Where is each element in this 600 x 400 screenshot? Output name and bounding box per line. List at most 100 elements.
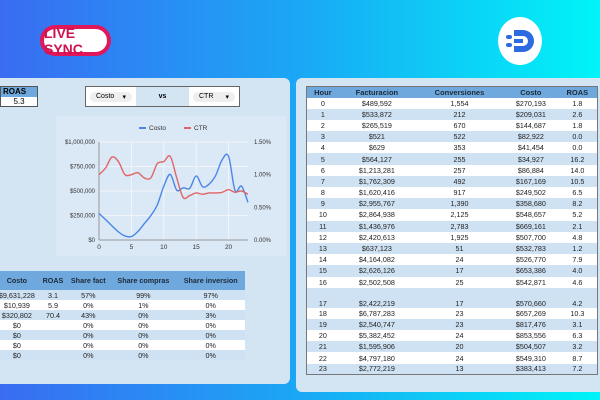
- table-cell[interactable]: 0%: [176, 350, 245, 360]
- table-cell[interactable]: 1.8: [557, 97, 598, 109]
- table-cell[interactable]: $2,626,126: [338, 265, 415, 277]
- table-cell[interactable]: 0%: [66, 350, 111, 360]
- table-cell[interactable]: 24: [415, 254, 504, 266]
- table-cell[interactable]: $669,161: [503, 220, 558, 232]
- table-cell[interactable]: 18: [306, 307, 339, 319]
- table-cell[interactable]: $629: [338, 142, 415, 154]
- table-cell[interactable]: [39, 330, 67, 340]
- table-cell[interactable]: 24: [415, 330, 504, 342]
- table-cell[interactable]: $657,269: [503, 307, 558, 319]
- table-cell[interactable]: 670: [415, 119, 504, 132]
- table-cell[interactable]: $2,772,219: [338, 363, 415, 375]
- table-cell[interactable]: 70.4: [39, 310, 67, 320]
- table-cell[interactable]: $5,382,452: [338, 330, 415, 342]
- table-cell[interactable]: 6.5: [557, 187, 598, 199]
- table-cell[interactable]: 14.0: [557, 164, 598, 176]
- table-cell[interactable]: 97%: [176, 290, 245, 300]
- table-cell[interactable]: 51: [415, 242, 504, 255]
- table-cell[interactable]: 0%: [110, 330, 177, 340]
- table-cell[interactable]: $2,955,767: [338, 198, 415, 210]
- table-cell[interactable]: 13: [306, 242, 339, 255]
- table-cell[interactable]: $4,164,082: [338, 254, 415, 266]
- table-cell[interactable]: $521: [338, 131, 415, 143]
- table-cell[interactable]: 0%: [110, 340, 177, 350]
- table-cell[interactable]: 25: [415, 276, 504, 288]
- table-cell[interactable]: $0: [0, 340, 40, 350]
- table-cell[interactable]: $489,592: [338, 97, 415, 109]
- table-cell[interactable]: 5.9: [39, 300, 67, 310]
- table-cell[interactable]: 0.0: [557, 131, 598, 143]
- table-cell[interactable]: 7: [306, 175, 339, 187]
- table-cell[interactable]: 19: [306, 318, 339, 331]
- table-cell[interactable]: 5: [306, 153, 339, 165]
- table-cell[interactable]: $1,620,416: [338, 187, 415, 199]
- table-cell[interactable]: 1.8: [557, 119, 598, 132]
- table-cell[interactable]: 3.1: [39, 290, 67, 300]
- table-cell[interactable]: 5.2: [557, 209, 598, 221]
- table-cell[interactable]: 1,390: [415, 198, 504, 210]
- table-cell[interactable]: 23: [415, 318, 504, 331]
- table-cell[interactable]: $41,454: [503, 142, 558, 154]
- table-cell[interactable]: 0%: [176, 300, 245, 310]
- table-cell[interactable]: $526,770: [503, 254, 558, 266]
- table-cell[interactable]: 17: [306, 287, 339, 308]
- table-cell[interactable]: 21: [306, 341, 339, 353]
- table-cell[interactable]: 17: [415, 265, 504, 277]
- table-cell[interactable]: 9: [306, 198, 339, 210]
- table-cell[interactable]: 0%: [110, 310, 177, 320]
- table-cell[interactable]: 4.2: [557, 287, 598, 308]
- table-cell[interactable]: 4.0: [557, 265, 598, 277]
- table-cell[interactable]: $86,884: [503, 164, 558, 176]
- table-cell[interactable]: 10.3: [557, 307, 598, 319]
- table-cell[interactable]: $570,660: [503, 287, 558, 308]
- table-cell[interactable]: $209,031: [503, 108, 558, 120]
- table-cell[interactable]: 8.2: [557, 198, 598, 210]
- table-cell[interactable]: $320,802: [0, 310, 40, 320]
- table-cell[interactable]: 14: [306, 254, 339, 266]
- table-cell[interactable]: 1%: [110, 300, 177, 310]
- table-cell[interactable]: $2,864,938: [338, 209, 415, 221]
- table-cell[interactable]: $1,436,976: [338, 220, 415, 232]
- table-cell[interactable]: 6.3: [557, 330, 598, 342]
- table-cell[interactable]: $504,507: [503, 341, 558, 353]
- table-cell[interactable]: 492: [415, 175, 504, 187]
- table-cell[interactable]: 0: [306, 97, 339, 109]
- table-cell[interactable]: 8: [306, 187, 339, 199]
- table-cell[interactable]: 257: [415, 164, 504, 176]
- table-cell[interactable]: $2,420,613: [338, 231, 415, 243]
- table-cell[interactable]: 0%: [110, 350, 177, 360]
- table-cell[interactable]: $2,502,508: [338, 276, 415, 288]
- table-cell[interactable]: $34,927: [503, 153, 558, 165]
- table-cell[interactable]: 255: [415, 153, 504, 165]
- table-cell[interactable]: 13: [415, 363, 504, 375]
- table-cell[interactable]: 0%: [110, 320, 177, 330]
- table-cell[interactable]: 22: [306, 352, 339, 364]
- table-cell[interactable]: 212: [415, 108, 504, 120]
- table-cell[interactable]: 0%: [66, 330, 111, 340]
- table-cell[interactable]: $9,631,228: [0, 290, 40, 300]
- table-cell[interactable]: $249,502: [503, 187, 558, 199]
- table-cell[interactable]: $549,310: [503, 352, 558, 364]
- table-cell[interactable]: 353: [415, 142, 504, 154]
- table-cell[interactable]: 16.2: [557, 153, 598, 165]
- table-cell[interactable]: $4,797,180: [338, 352, 415, 364]
- table-cell[interactable]: 1.2: [557, 242, 598, 255]
- table-cell[interactable]: $853,556: [503, 330, 558, 342]
- table-cell[interactable]: $2,422,219: [338, 287, 415, 308]
- table-cell[interactable]: 99%: [110, 290, 177, 300]
- table-cell[interactable]: [39, 350, 67, 360]
- table-cell[interactable]: 3: [306, 131, 339, 143]
- table-cell[interactable]: [39, 320, 67, 330]
- table-cell[interactable]: 0%: [176, 330, 245, 340]
- table-cell[interactable]: $507,700: [503, 231, 558, 243]
- table-cell[interactable]: 1: [306, 108, 339, 120]
- table-cell[interactable]: 2,125: [415, 209, 504, 221]
- table-cell[interactable]: 0%: [66, 340, 111, 350]
- table-cell[interactable]: $548,657: [503, 209, 558, 221]
- table-cell[interactable]: 3.1: [557, 318, 598, 331]
- table-cell[interactable]: $167,169: [503, 175, 558, 187]
- table-cell[interactable]: $0: [0, 330, 40, 340]
- table-cell[interactable]: 4: [306, 142, 339, 154]
- table-cell[interactable]: 23: [306, 363, 339, 375]
- table-cell[interactable]: $533,872: [338, 108, 415, 120]
